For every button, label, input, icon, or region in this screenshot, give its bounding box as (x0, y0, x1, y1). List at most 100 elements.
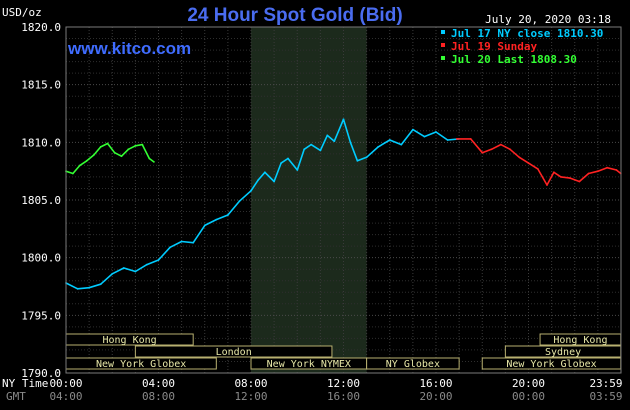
session-label: Sydney (545, 347, 581, 358)
data-point (569, 177, 571, 180)
data-point (99, 146, 102, 148)
legend-swatch (441, 56, 445, 60)
data-point (88, 286, 90, 289)
y-tick-labels: 1820.0 1815.0 1810.0 1805.0 1800.0 1795.0 1790… (21, 21, 61, 380)
data-point (400, 143, 403, 146)
data-point (349, 141, 352, 144)
session-new-york-globex: New York Globex (481, 357, 622, 370)
data-point (578, 180, 581, 183)
legend-item: Jul 17 NY close 1810.30 (441, 27, 603, 40)
session-label: London (216, 347, 252, 358)
session-label: Hong Kong (103, 335, 157, 346)
data-point (412, 128, 414, 131)
data-point (99, 283, 102, 286)
data-point (527, 162, 530, 165)
session-london: London (134, 345, 333, 358)
nymex-highlight-band (251, 27, 367, 373)
x-axis-name-gmt: GMT (6, 390, 26, 403)
data-point (499, 143, 502, 146)
data-point (238, 200, 241, 203)
session-new-york-globex: New York Globex (65, 357, 217, 370)
data-point (257, 179, 259, 182)
data-point (203, 224, 206, 227)
plot-frame (65, 26, 622, 374)
data-point (553, 171, 555, 174)
data-point (597, 170, 599, 173)
data-point (250, 189, 252, 192)
data-point (469, 138, 472, 140)
data-point (455, 138, 458, 140)
x-tick-label-gmt: 16:00 (327, 390, 360, 403)
x-tick-label-ny: 00:00 (49, 377, 82, 390)
data-point (157, 259, 160, 261)
data-point (227, 214, 229, 216)
session-new-york-nymex: New York NYMEX (250, 357, 368, 370)
session-label: New York Globex (506, 359, 596, 370)
x-tick-label-gmt: 20:00 (419, 390, 452, 403)
y-tick-label: 1805.0 (21, 194, 61, 207)
data-point (435, 131, 437, 133)
data-point (85, 159, 88, 162)
data-point (303, 148, 306, 151)
x-tick-label-ny: 04:00 (142, 377, 175, 390)
data-point (518, 156, 521, 159)
data-point (76, 287, 79, 290)
data-point (280, 162, 282, 165)
data-point (111, 272, 114, 275)
legend-item: Jul 20 Last 1808.30 (441, 53, 577, 66)
data-point (310, 143, 312, 146)
data-point (273, 180, 275, 183)
data-point (79, 164, 81, 167)
data-point (146, 263, 148, 266)
data-point (264, 171, 266, 174)
data-point (587, 172, 590, 175)
data-point (546, 184, 548, 186)
x-tick-label-gmt: 08:00 (142, 390, 175, 403)
data-point (122, 267, 125, 269)
session-ny-globex: NY Globex (366, 357, 460, 370)
x-tick-label-ny: 20:00 (512, 377, 545, 390)
legend-label: Jul 19 Sunday (451, 40, 537, 53)
data-point (356, 159, 359, 162)
data-point (423, 135, 426, 138)
session-hong-kong: Hong Kong (65, 333, 194, 346)
session-label: NY Globex (386, 359, 440, 370)
data-point (72, 172, 74, 175)
data-point (509, 148, 511, 151)
data-point (127, 148, 130, 151)
session-box (366, 357, 460, 370)
session-hong-kong: Hong Kong (539, 333, 622, 346)
data-point (169, 246, 172, 249)
session-box (134, 345, 333, 358)
x-tick-label-ny: 23:59 (589, 377, 622, 390)
data-point (215, 218, 218, 221)
data-point (333, 140, 336, 143)
x-tick-label-ny: 08:00 (234, 377, 267, 390)
y-axis-label: USD/oz (2, 6, 42, 19)
series-line (65, 142, 155, 175)
data-point (481, 151, 484, 154)
data-point (319, 149, 322, 152)
data-point (134, 270, 137, 273)
data-point (365, 156, 368, 159)
data-point (296, 169, 299, 171)
series-line (65, 118, 460, 290)
x-tick-label-gmt: 04:00 (49, 390, 82, 403)
x-tick-labels: 00:00 04:00 08:00 12:00 16:00 20:00 23:5904:00… (49, 377, 622, 403)
x-tick-label-ny: 16:00 (419, 377, 452, 390)
x-tick-label-ny: 12:00 (327, 377, 360, 390)
data-point (536, 168, 539, 170)
y-tick-label: 1790.0 (21, 367, 61, 380)
data-point (134, 144, 137, 147)
data-point (388, 139, 391, 141)
data-point (342, 118, 345, 121)
session-label: New York Globex (96, 359, 186, 370)
data-point (615, 169, 618, 171)
data-point (141, 143, 144, 146)
website-label: www.kitco.com (67, 39, 191, 58)
y-tick-label: 1810.0 (21, 136, 61, 149)
data-point (326, 134, 329, 137)
x-axis-name-ny: NY Time (2, 377, 48, 390)
